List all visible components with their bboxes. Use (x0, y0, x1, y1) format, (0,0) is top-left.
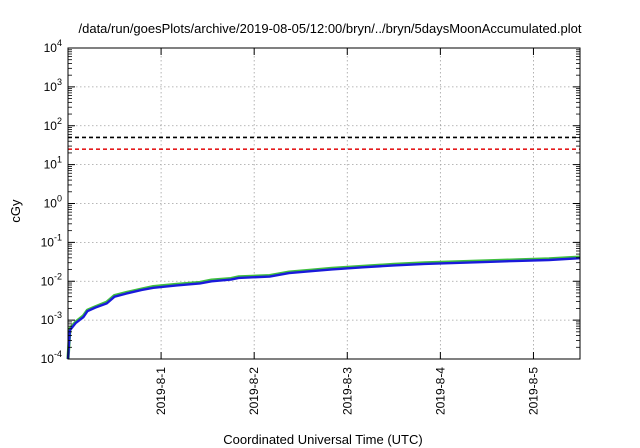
y-tick-label: 101 (44, 155, 62, 172)
y-tick-label: 10-2 (41, 271, 62, 288)
y-tick-label: 10-4 (41, 349, 62, 366)
y-axis-title: cGy (8, 199, 23, 223)
data-series (66, 255, 581, 360)
axis-ticks (68, 47, 580, 360)
series-line-2 (66, 257, 581, 360)
x-axis-title: Coordinated Universal Time (UTC) (223, 432, 422, 447)
y-tick-label: 103 (44, 77, 62, 94)
x-tick-label: 2019-8-1 (154, 367, 168, 415)
reference-lines (68, 136, 580, 150)
y-tick-label: 104 (44, 38, 62, 55)
chart-title: /data/run/goesPlots/archive/2019-08-05/1… (79, 21, 582, 36)
x-tick-label: 2019-8-3 (340, 367, 354, 415)
x-tick-label: 2019-8-4 (433, 367, 447, 415)
y-tick-label: 100 (44, 194, 62, 211)
y-tick-labels: 10-4 10-3 10-2 10-1 100 101 102 103 104 (41, 38, 62, 366)
y-tick-label: 102 (44, 116, 62, 133)
x-tick-labels: 2019-8-1 2019-8-2 2019-8-3 2019-8-4 2019-8-5 (154, 367, 540, 415)
x-tick-label: 2019-8-2 (247, 367, 261, 415)
y-tick-label: 10-1 (41, 232, 62, 249)
grid (68, 48, 580, 359)
y-tick-label: 10-3 (41, 310, 62, 327)
x-tick-label: 2019-8-5 (526, 367, 540, 415)
